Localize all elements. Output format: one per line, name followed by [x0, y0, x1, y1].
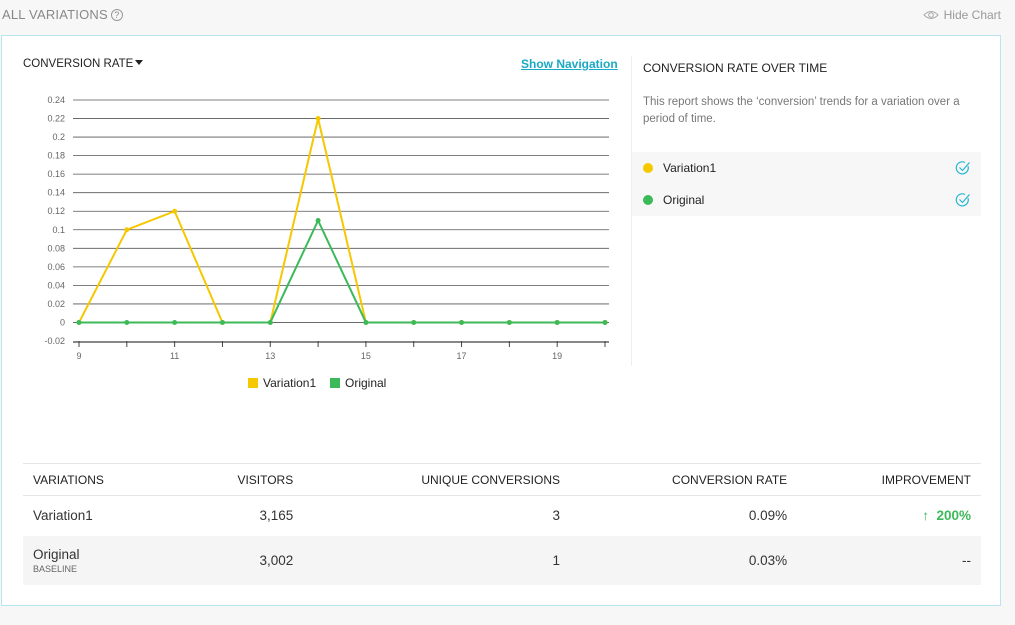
data-point	[602, 319, 608, 325]
visitors: 3,165	[259, 508, 294, 524]
caret-down-icon	[135, 60, 144, 65]
y-tick-label: 0	[60, 317, 65, 327]
section-title: ALL VARIATIONS?	[2, 7, 123, 22]
col-improvement: IMPROVEMENT	[797, 463, 981, 496]
data-point	[267, 319, 273, 325]
series-legend: Variation1 Original	[632, 152, 981, 216]
rate: 0.09%	[748, 508, 788, 524]
data-point	[411, 319, 417, 325]
improvement: --	[797, 535, 981, 585]
side-panel: CONVERSION RATE OVER TIME This report sh…	[631, 56, 981, 366]
x-tick-label: 17	[457, 351, 467, 361]
name: Original	[33, 546, 80, 562]
improvement-value: 200%	[936, 508, 971, 524]
table-row: Original BASELINE 3,002 1 0.03% --	[23, 535, 981, 585]
chart-card: CONVERSION RATE Show Navigation 0.24 0.22…	[1, 35, 1001, 606]
data-point	[172, 208, 178, 214]
y-tick-label: 0.2	[52, 132, 65, 142]
data-point	[554, 319, 560, 325]
baseline-badge: BASELINE	[33, 563, 78, 574]
col-rate: CONVERSION RATE	[570, 463, 798, 496]
x-tick-label: 19	[552, 351, 562, 361]
data-point	[76, 319, 82, 325]
data-point	[172, 319, 178, 325]
data-point	[315, 116, 321, 122]
legend-swatch	[248, 378, 258, 388]
check-circle-icon[interactable]	[955, 160, 971, 176]
series-line-variation1	[78, 118, 605, 324]
y-tick-label: 0.08	[47, 243, 65, 253]
y-tick-label: 0.1	[52, 225, 65, 235]
hide-chart-label: Hide Chart	[943, 8, 1001, 22]
data-point	[459, 319, 465, 325]
question-circle-icon[interactable]: ?	[110, 9, 123, 21]
conversions: 3	[552, 508, 560, 524]
arrow-up-icon: ↑	[922, 508, 929, 524]
show-navigation-link[interactable]: Show Navigation	[521, 57, 618, 71]
metric-label: CONVERSION RATE	[23, 58, 134, 70]
improvement: ↑ 200%	[797, 496, 981, 536]
col-visitors: VISITORS	[175, 463, 304, 496]
series-line-original	[79, 218, 605, 324]
title-text: ALL VARIATIONS	[2, 7, 108, 22]
x-tick-label: 15	[361, 351, 371, 361]
legend-item-original[interactable]: Original	[632, 184, 981, 216]
col-variations: VARIATIONS	[23, 463, 176, 496]
y-tick-label: 0.12	[47, 206, 65, 216]
visitors: 3,002	[175, 535, 304, 585]
table-header: VARIATIONS VISITORS UNIQUE CONVERSIONS C…	[23, 463, 981, 496]
hide-chart-button[interactable]: Hide Chart	[922, 8, 1001, 22]
y-tick-label: 0.24	[47, 95, 65, 105]
y-tick-label: 0.16	[47, 169, 65, 179]
data-point	[363, 319, 369, 325]
data-point	[506, 319, 512, 325]
y-tick-label: 0.14	[47, 188, 65, 198]
variation-name: Original BASELINE	[23, 535, 176, 585]
data-point	[124, 319, 130, 325]
data-point	[124, 227, 130, 233]
legend-label: Variation1	[663, 161, 717, 175]
y-tick-label: 0.02	[47, 299, 65, 309]
col-conversions: UNIQUE CONVERSIONS	[303, 463, 570, 496]
y-tick-label: 0.06	[47, 262, 65, 272]
legend-label: Variation1	[263, 376, 316, 390]
color-dot	[643, 195, 653, 205]
side-title: CONVERSION RATE OVER TIME	[643, 61, 828, 75]
eye-icon	[922, 11, 939, 19]
legend-label: Original	[345, 376, 386, 390]
check-circle-icon[interactable]	[955, 192, 971, 208]
variations-table: VARIATIONS VISITORS UNIQUE CONVERSIONS C…	[23, 463, 981, 585]
line-chart: 0.24 0.22 0.2 0.18 0.16 0.14 0.12 0.1 0.08 0.06 0.…	[44, 95, 609, 390]
conversions: 1	[303, 535, 570, 585]
rate: 0.03%	[570, 535, 798, 585]
side-description: This report shows the ‘conversion’ trend…	[643, 96, 960, 125]
legend-swatch	[330, 378, 340, 388]
variation-name: Variation1	[33, 508, 93, 524]
legend-item-variation1[interactable]: Variation1	[632, 152, 981, 184]
metric-dropdown[interactable]: CONVERSION RATE	[23, 58, 144, 70]
y-tick-label: 0.22	[47, 114, 65, 124]
x-tick-label: 11	[170, 351, 179, 361]
y-tick-label: -0.02	[44, 336, 65, 346]
data-point	[219, 319, 225, 325]
color-dot	[643, 163, 653, 173]
y-tick-label: 0.18	[47, 151, 65, 161]
legend-label: Original	[663, 193, 705, 207]
data-point	[315, 218, 321, 223]
table-row: Variation1 3,165 3 0.09% ↑ 200%	[23, 496, 981, 536]
y-tick-label: 0.04	[47, 280, 65, 290]
x-tick-label: 13	[265, 351, 275, 361]
x-tick-label: 9	[76, 351, 81, 361]
